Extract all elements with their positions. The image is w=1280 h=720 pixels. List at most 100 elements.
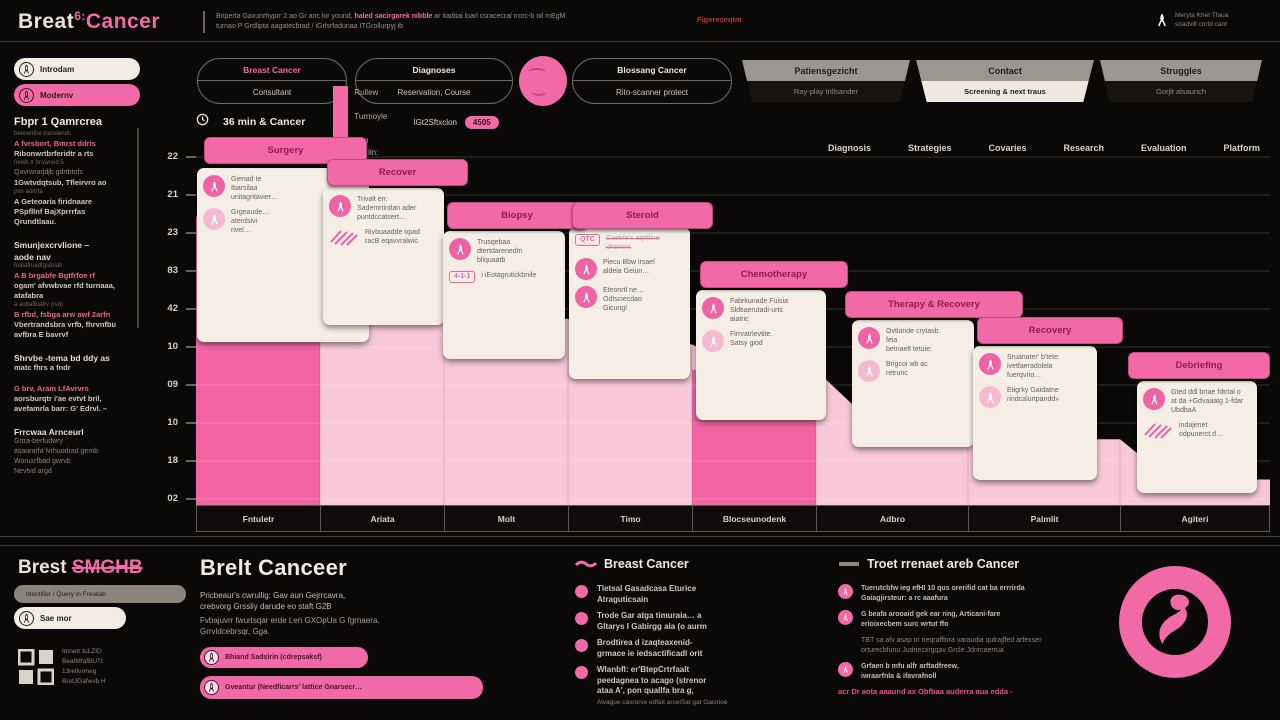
sidebar-heading: Frrcwaa Arnceurl — [14, 427, 84, 437]
legend-item — [333, 98, 387, 110]
hatch-scribble-icon — [329, 228, 359, 251]
sidebar-text-line: Qavrwrarjdjb gdrtbtofs — [14, 169, 83, 176]
pink-avatar-icon[interactable] — [519, 56, 567, 106]
card-text: i iEotagrutickbnile — [481, 272, 537, 279]
ribbon-icon — [1154, 12, 1170, 30]
sidebar-pill-modern[interactable]: Modernv — [14, 84, 140, 106]
sidebar-heading: Fbpr 1 Qamrcrea — [14, 116, 103, 128]
bullet-text: Trode Gar atga timuraia… a Gltarys I Gabi… — [597, 611, 707, 631]
chart-nav-research[interactable]: Research — [1063, 143, 1105, 153]
x-axis-label: Ariata — [320, 505, 444, 532]
sidebar-text-line: A Geteoaria firidnaare — [14, 197, 93, 206]
legend-item — [333, 122, 387, 134]
footer-logo: Brest SMGHB — [18, 557, 143, 578]
footer-button-1[interactable]: Bhiand Sadslrin (cdrepsaksf) — [200, 647, 368, 668]
stage-card: Fabrkunade Fuisia Sldtiaerutadi-urts aiatr… — [696, 290, 826, 420]
sidebar-heading: Shrvbe -tema bd ddy as — [14, 353, 110, 363]
sidebar-text-line: Nevtvd argd — [14, 468, 52, 475]
sidebar-scrollbar[interactable] — [137, 128, 139, 328]
logo-mark: 6: — [74, 9, 86, 23]
card-item: Piecu Bbw irsael aldeia Geiun… — [575, 258, 684, 280]
card-text: Sruanater' b'tete: ivetfaeradolela fuerqvr… — [1007, 354, 1060, 379]
tab-struggles[interactable]: Struggles Gorjlt alsaunch — [1100, 60, 1262, 102]
ribbon-icon — [702, 297, 724, 319]
ribbon-icon — [838, 662, 853, 677]
chart-nav-strategies[interactable]: Strategies — [907, 143, 952, 153]
tab-patiensgezicht[interactable]: Patiensgezicht Ray-play trillsander — [742, 60, 910, 102]
stage-card: Trivalt en: Sademrtintlan ader puntdccatse… — [323, 188, 444, 325]
col3-header: Breast Cancer — [575, 557, 689, 571]
ribbon-icon — [702, 330, 724, 352]
qr-code-icon — [17, 648, 55, 686]
x-axis-label: Molt — [444, 505, 568, 532]
y-tick-label: 10 — [167, 341, 178, 352]
pink-strike-icon — [575, 560, 597, 568]
sidebar-text-line: B rfbd, fsbga arw awf 2arfn — [14, 310, 111, 319]
stage-banner: Recovery — [977, 317, 1123, 344]
card-text: Trusqebaa dtertdarenedtn bliquaatb — [477, 239, 523, 264]
ribbon-outline-icon — [19, 61, 34, 77]
chart-nav-diagnosis[interactable]: Diagnosis — [828, 143, 872, 153]
card-item: Trusqebaa dtertdarenedtn bliquaatb — [449, 238, 559, 265]
sidebar-text-line: Woruxrfbad gwrvb — [14, 458, 71, 465]
x-axis-label: Adbro — [816, 505, 968, 532]
card-item: Etigrky Gaidatne rindcalurtpandd» — [979, 386, 1091, 408]
card-tag: 4-1-1 — [449, 271, 476, 283]
stage-card: Sruanater' b'tete: ivetfaeradolela fuerqvr… — [973, 346, 1097, 480]
footer-logo-pink: SMGHB — [71, 557, 143, 578]
stadium-button-diagnoses[interactable]: Diagnoses Reservation, Course — [355, 58, 513, 104]
stadium-button-breast-cancer[interactable]: Breast Cancer Consultant — [197, 58, 347, 104]
qr-caption-line: BretJGafwvb H — [62, 678, 106, 685]
y-tick-label: 83 — [167, 265, 178, 276]
stage-card: QTC Gaebfe's aqtitline idrarreis Piecu Bbw … — [569, 227, 690, 379]
tab-contact[interactable]: Contact Screening & next traus — [916, 60, 1094, 102]
col4-header: Troet rrenaet areb Cancer — [838, 557, 1019, 571]
ribbon-outline-icon — [19, 87, 34, 103]
footer-button-2[interactable]: Gveantur (Needficarrs' lattice Gnarsecr… — [200, 676, 483, 699]
stage-banner: Steroid — [572, 202, 713, 229]
stadium-button-blossang-cancer[interactable]: Blossang Cancer Rito-scanner protect — [572, 58, 732, 104]
ribbon-icon — [575, 286, 597, 308]
qr-caption-line: 13retknmeg — [62, 668, 97, 675]
sidebar-pill-introduction[interactable]: Introdam — [14, 58, 140, 80]
sidebar-heading: aode nav — [14, 252, 51, 262]
legend-badge[interactable]: 4505 — [464, 115, 499, 129]
card-item: indajenet odpuoerct.d… — [1143, 421, 1251, 444]
header-link[interactable]: Figereseqtm — [697, 15, 742, 24]
bullet-item: Tletsal Gasadcasa Eturice Atraguticsain — [575, 584, 825, 605]
app-logo: Breat6:Cancer — [18, 9, 160, 34]
footer-check-item: Grfaen b mfu alfr arftadfreew, iwraarfnla… — [838, 662, 1100, 681]
card-text: Brigcoi wb ac retrunc — [886, 361, 928, 377]
header-right-info: Meryta Khet Tfaua soadvill cnrtd cant — [1175, 12, 1229, 28]
sidebar-text-line: A fvrsbort, Bmrst ddris — [14, 139, 96, 148]
card-text: Piecu Bbw irsael aldeia Geiun… — [603, 259, 655, 275]
identifier-pill[interactable]: Identifier / Query in Frewlab — [14, 585, 186, 603]
header: Breat6:Cancer Briperta Gaxunrhyprr 2 ao … — [0, 0, 1280, 42]
card-item: Trivalt en: Sademrtintlan ader puntdccatse… — [329, 195, 438, 222]
bullet-dot-icon — [575, 612, 588, 625]
x-axis-label: Blocseunodenk — [692, 505, 816, 532]
stage-card: Ovtlande crytasb. feia betnaelt tetuie: Bri… — [852, 320, 974, 447]
footer-item-text: Grfaen b mfu alfr arftadfreew, iwraarfnla… — [861, 663, 959, 680]
chart-nav-platform[interactable]: Platform — [1223, 143, 1260, 153]
bullet-dot-icon — [575, 666, 588, 679]
chart-nav-covaries[interactable]: Covaries — [988, 143, 1027, 153]
sidebar-text-line: ogam' afvwbvae rfd turnaaa, — [14, 281, 115, 290]
ribbon-icon — [1143, 388, 1165, 410]
bullet-item: Trode Gar atga timuraia… a Gltarys I Gabi… — [575, 611, 825, 632]
ribbon-icon — [838, 610, 853, 625]
duration-label: 36 min & Cancer — [223, 116, 306, 128]
col4-footer-link[interactable]: acr Dr aota aaaund ax Obfbaa auderra aua… — [838, 687, 1013, 696]
clock-icon — [196, 113, 209, 131]
sidebar-text-line: A B brgabfe Bgtfrfoe rf — [14, 271, 95, 280]
see-more-pill[interactable]: Sae mor — [14, 607, 126, 629]
footer-title: Brelt Canceer — [200, 555, 347, 580]
card-item: 4-1-1 i iEotagrutickbnile — [449, 271, 559, 283]
sidebar-text-line: Grtra-berfudwry — [14, 438, 64, 445]
sidebar-heading: Smunjexcrvlione – — [14, 240, 90, 250]
chart-nav-evaluation[interactable]: Evaluation — [1140, 143, 1187, 153]
ribbon-icon — [979, 386, 1001, 408]
card-item: QTC Gaebfe's aqtitline idrarreis — [575, 234, 684, 252]
y-tick-label: 09 — [167, 379, 178, 390]
y-tick-label: 18 — [167, 455, 178, 466]
